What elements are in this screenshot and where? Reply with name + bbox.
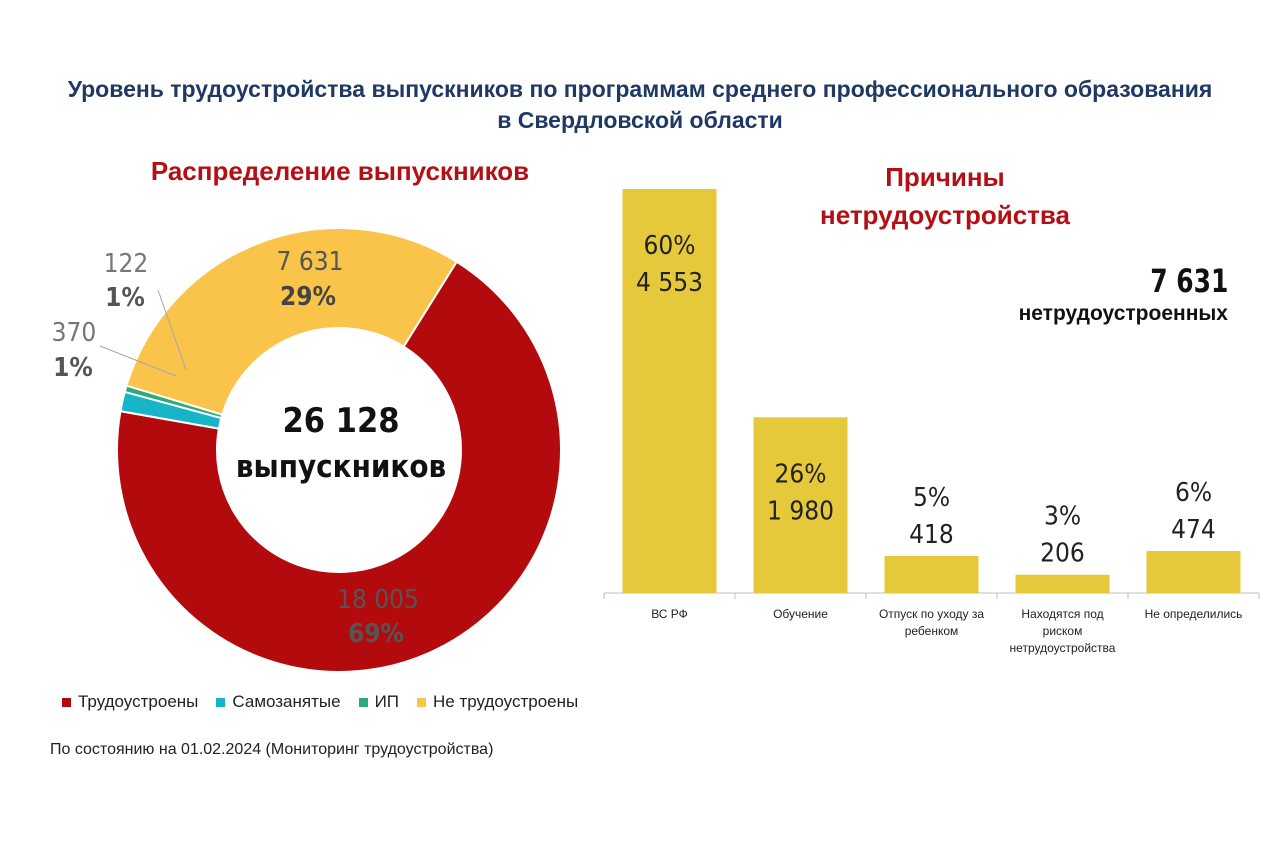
legend-label-ip: ИП — [374, 692, 400, 711]
bar-percent-label-undecided: 6% — [1175, 478, 1212, 508]
legend-label-self-employed: Самозанятые — [232, 692, 341, 711]
unemployed-total-label: нетрудоустроенных — [1018, 302, 1228, 325]
donut-label-ip-percent: 1% — [105, 283, 145, 313]
footnote-suffix: (Мониторинг трудоустройства) — [261, 741, 494, 758]
bar-value-label-undecided: 474 — [1171, 515, 1216, 545]
bar-category-label-parental-leave: ребенком — [905, 624, 959, 638]
legend-item-unemployed: Не трудоустроены — [417, 692, 578, 712]
bar-value-label-study: 1 980 — [767, 496, 834, 526]
bar-category-label-at-risk: риском — [1043, 624, 1083, 638]
bar-parental-leave — [884, 555, 979, 593]
bar-chart-title-line1: Причины — [885, 162, 1005, 192]
bar-percent-label-parental-leave: 5% — [913, 483, 950, 513]
bar-chart-title: Причины нетрудоустройства — [760, 158, 1130, 234]
legend-label-unemployed: Не трудоустроены — [433, 692, 579, 711]
bar-chart-title-line2: нетрудоустройства — [820, 200, 1070, 230]
legend-label-employed: Трудоустроены — [78, 692, 199, 711]
donut-slice-unemployed — [125, 227, 459, 416]
donut-label-unemployed-value: 7 631 — [277, 247, 344, 277]
donut-label-ip-value: 122 — [104, 249, 149, 279]
bar-value-label-parental-leave: 418 — [909, 520, 954, 550]
footnote-prefix: По состоянию на — [50, 741, 182, 758]
donut-leader-ip — [157, 289, 187, 371]
bar-army — [622, 189, 717, 593]
donut-slice-employed — [116, 260, 562, 673]
bar-category-label-army: ВС РФ — [651, 607, 688, 621]
legend-swatch-ip — [358, 697, 368, 707]
bar-undecided — [1146, 550, 1241, 593]
bar-percent-label-study: 26% — [775, 459, 827, 489]
donut-legend: Трудоустроены Самозанятые ИП Не трудоуст… — [62, 692, 578, 712]
footnote: По состоянию на 01.02.2024 (Мониторинг т… — [50, 741, 493, 759]
main-title-line1: Уровень трудоустройства выпускников по п… — [67, 76, 1213, 102]
bar-value-label-at-risk: 206 — [1040, 539, 1085, 569]
legend-swatch-self-employed — [216, 697, 226, 707]
legend-swatch-employed — [62, 697, 71, 707]
bar-category-label-parental-leave: Отпуск по уходу за — [879, 607, 984, 621]
bar-category-label-at-risk: Находятся под — [1021, 607, 1103, 621]
unemployed-total-value: 7 631 — [1149, 262, 1228, 300]
bar-category-label-study: Обучение — [773, 607, 828, 621]
bar-percent-label-army: 60% — [644, 231, 696, 261]
bar-study — [753, 417, 848, 593]
donut-chart-title: Распределение выпускников — [150, 156, 530, 186]
donut-label-unemployed-percent: 29% — [280, 282, 336, 312]
bar-value-label-army: 4 553 — [636, 268, 703, 298]
bar-category-label-at-risk: нетрудоустройства — [1010, 641, 1116, 655]
donut-label-self-employed-percent: 1% — [53, 353, 93, 383]
main-title: Уровень трудоустройства выпускников по п… — [0, 74, 1280, 136]
legend-item-employed: Трудоустроены — [62, 692, 198, 712]
unemployed-total: 7 631 нетрудоустроенных — [1019, 262, 1228, 326]
donut-label-employed-percent: 69% — [348, 619, 404, 649]
donut-center-label: выпускников — [236, 449, 446, 485]
legend-swatch-unemployed — [417, 697, 427, 707]
footnote-date: 01.02.2024 — [181, 741, 262, 758]
donut-center-value: 26 128 — [282, 401, 399, 441]
main-title-line2: в Свердловской области — [497, 107, 783, 133]
bar-percent-label-at-risk: 3% — [1044, 502, 1081, 532]
legend-item-ip: ИП — [358, 692, 400, 712]
donut-leader-self-employed — [99, 345, 177, 377]
bar-at-risk — [1015, 574, 1110, 593]
bar-category-label-undecided: Не определились — [1145, 607, 1243, 621]
donut-label-employed-value: 18 005 — [337, 585, 419, 615]
donut-label-self-employed-value: 370 — [52, 318, 97, 348]
legend-item-self-employed: Самозанятые — [216, 692, 341, 712]
